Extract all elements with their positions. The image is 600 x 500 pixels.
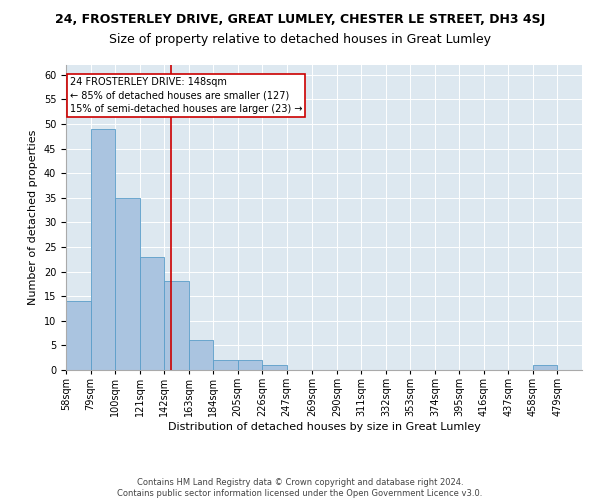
Bar (238, 360, 262, 370)
Bar (533, 365, 557, 370)
Bar (164, 282, 188, 370)
Text: Contains HM Land Registry data © Crown copyright and database right 2024.
Contai: Contains HM Land Registry data © Crown c… (118, 478, 482, 498)
Y-axis label: Number of detached properties: Number of detached properties (28, 130, 38, 305)
Bar (115, 198, 140, 370)
Bar (213, 360, 238, 370)
Bar (262, 365, 287, 370)
X-axis label: Distribution of detached houses by size in Great Lumley: Distribution of detached houses by size … (167, 422, 481, 432)
Text: 24 FROSTERLEY DRIVE: 148sqm
← 85% of detached houses are smaller (127)
15% of se: 24 FROSTERLEY DRIVE: 148sqm ← 85% of det… (70, 78, 302, 114)
Text: 24, FROSTERLEY DRIVE, GREAT LUMLEY, CHESTER LE STREET, DH3 4SJ: 24, FROSTERLEY DRIVE, GREAT LUMLEY, CHES… (55, 12, 545, 26)
Bar (140, 257, 164, 370)
Bar (91, 129, 115, 370)
Bar (66, 301, 91, 370)
Bar (188, 340, 213, 370)
Text: Size of property relative to detached houses in Great Lumley: Size of property relative to detached ho… (109, 32, 491, 46)
